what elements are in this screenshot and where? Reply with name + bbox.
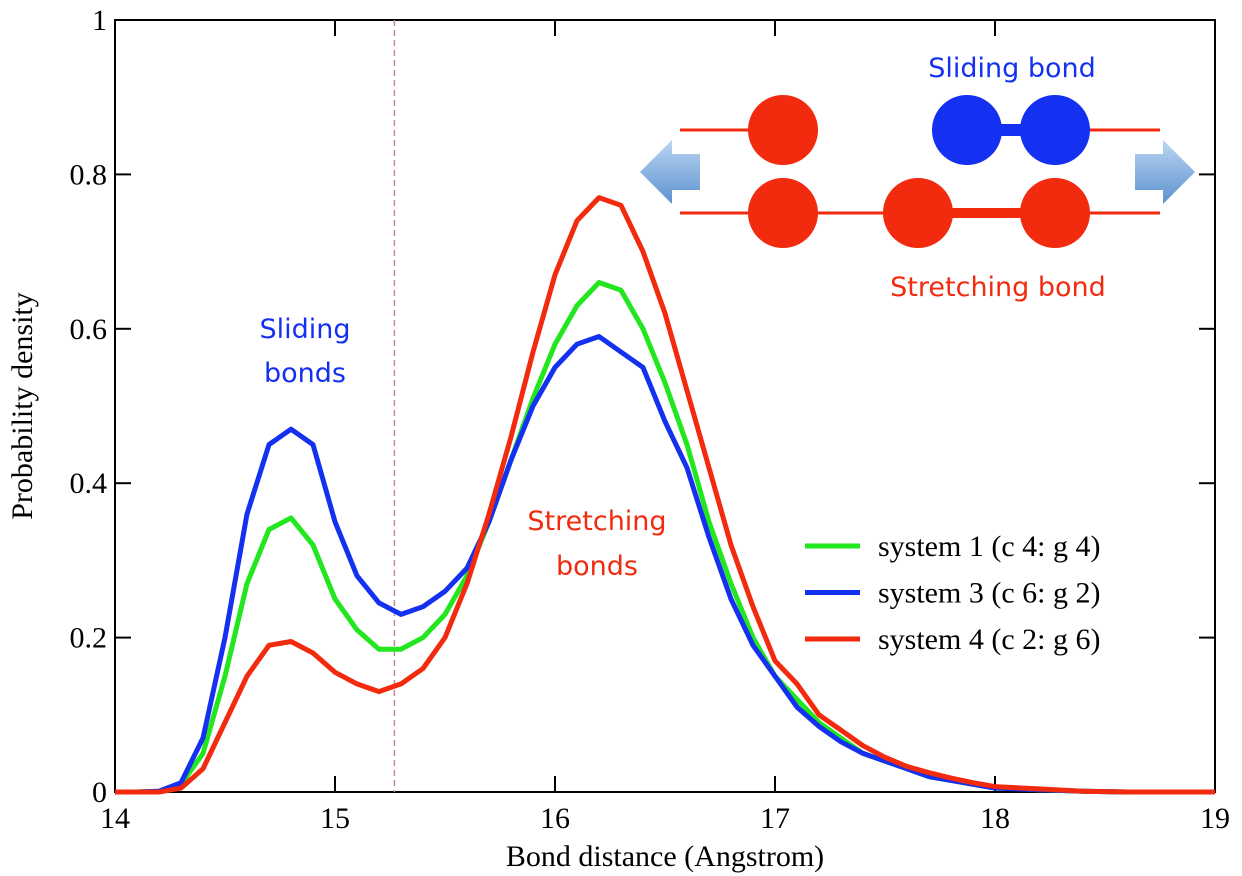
plot-frame — [114, 19, 1216, 793]
right-arrow — [1135, 140, 1195, 204]
bead — [748, 95, 818, 165]
annotation: bonds — [264, 358, 346, 389]
bead — [883, 178, 953, 248]
x-axis-title: Bond distance (Angstrom) — [506, 840, 824, 873]
annotation: Stretching — [527, 506, 666, 537]
series-line — [115, 195, 1215, 795]
annotation: bonds — [556, 551, 638, 582]
y-tick-label: 0 — [92, 776, 107, 809]
y-axis-title: Probability density — [6, 292, 39, 520]
bead — [1020, 95, 1090, 165]
x-tick-label: 19 — [1200, 802, 1230, 835]
bead — [1020, 178, 1090, 248]
bead — [932, 95, 1002, 165]
inset-label: Stretching bond — [890, 272, 1106, 303]
legend-label: system 1 (c 4: g 4) — [878, 530, 1100, 563]
bead — [748, 178, 818, 248]
y-tick-label: 1 — [92, 4, 107, 37]
y-tick-label: 0.6 — [70, 313, 108, 346]
legend-label: system 3 (c 6: g 2) — [878, 577, 1100, 610]
left-arrow — [640, 140, 700, 204]
series-line — [115, 334, 1215, 795]
y-tick-label: 0.2 — [70, 622, 108, 655]
inset-label: Sliding bond — [928, 53, 1096, 84]
x-tick-label: 18 — [980, 802, 1010, 835]
x-tick-label: 17 — [760, 802, 790, 835]
x-tick-label: 15 — [320, 802, 350, 835]
annotation: Sliding — [259, 314, 350, 345]
x-tick-label: 16 — [540, 802, 570, 835]
inset-diagram: Sliding bond Stretching bond — [640, 53, 1195, 303]
y-tick-label: 0.8 — [70, 158, 108, 191]
x-tick-label: 14 — [100, 802, 130, 835]
y-tick-label: 0.4 — [70, 467, 108, 500]
legend-label: system 4 (c 2: g 6) — [878, 623, 1100, 656]
